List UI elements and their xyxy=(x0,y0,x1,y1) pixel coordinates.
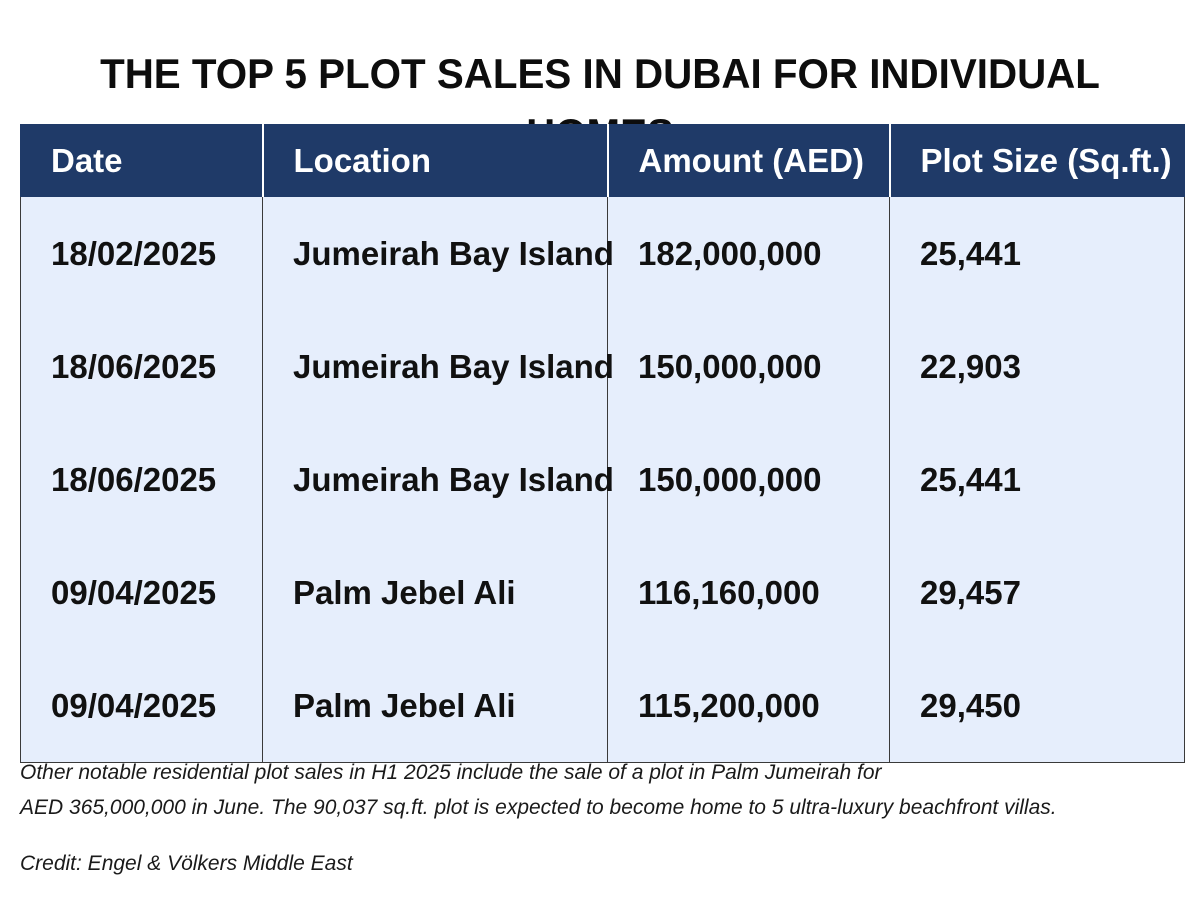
footnote-line-2: AED 365,000,000 in June. The 90,037 sq.f… xyxy=(20,796,1057,819)
cell-plot-size: 29,450 xyxy=(889,649,1185,763)
cell-amount: 150,000,000 xyxy=(607,423,890,536)
cell-location: Palm Jebel Ali xyxy=(262,649,608,763)
footnote: Other notable residential plot sales in … xyxy=(20,755,1190,825)
plot-sales-table: Date Location Amount (AED) Plot Size (Sq… xyxy=(20,124,1185,763)
cell-date: 09/04/2025 xyxy=(20,649,263,763)
cell-plot-size: 25,441 xyxy=(889,423,1185,536)
cell-plot-size: 22,903 xyxy=(889,310,1185,423)
footnote-line-1: Other notable residential plot sales in … xyxy=(20,761,882,784)
table-row: 18/06/2025 Jumeirah Bay Island 150,000,0… xyxy=(20,423,1185,536)
cell-plot-size: 25,441 xyxy=(889,197,1185,310)
cell-date: 09/04/2025 xyxy=(20,536,263,649)
cell-date: 18/06/2025 xyxy=(20,423,263,536)
cell-location: Palm Jebel Ali xyxy=(262,536,608,649)
credit-line: Credit: Engel & Völkers Middle East xyxy=(20,852,353,875)
table-row: 18/06/2025 Jumeirah Bay Island 150,000,0… xyxy=(20,310,1185,423)
cell-location: Jumeirah Bay Island xyxy=(262,423,614,536)
cell-date: 18/06/2025 xyxy=(20,310,263,423)
table-header-row: Date Location Amount (AED) Plot Size (Sq… xyxy=(20,124,1185,197)
column-header-date: Date xyxy=(20,124,263,197)
cell-amount: 150,000,000 xyxy=(607,310,890,423)
column-header-plot-size: Plot Size (Sq.ft.) xyxy=(888,124,1185,197)
cell-date: 18/02/2025 xyxy=(20,197,263,310)
column-header-location: Location xyxy=(261,124,608,197)
table-row: 09/04/2025 Palm Jebel Ali 116,160,000 29… xyxy=(20,536,1185,649)
cell-amount: 182,000,000 xyxy=(607,197,890,310)
column-header-amount: Amount (AED) xyxy=(606,124,890,197)
cell-amount: 115,200,000 xyxy=(607,649,890,763)
cell-amount: 116,160,000 xyxy=(607,536,890,649)
table-row: 18/02/2025 Jumeirah Bay Island 182,000,0… xyxy=(20,197,1185,310)
table-row: 09/04/2025 Palm Jebel Ali 115,200,000 29… xyxy=(20,649,1185,763)
cell-location: Jumeirah Bay Island xyxy=(262,197,614,310)
cell-location: Jumeirah Bay Island xyxy=(262,310,614,423)
cell-plot-size: 29,457 xyxy=(889,536,1185,649)
